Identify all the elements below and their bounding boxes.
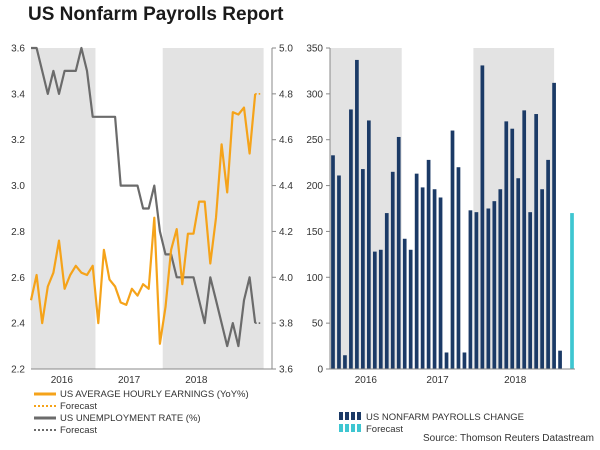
bar-x-tick-label: 2016: [355, 375, 378, 386]
payroll-bar: [420, 187, 425, 369]
left-y-tick-label: 3.6: [11, 44, 25, 55]
payroll-bar: [522, 110, 527, 369]
payroll-bar: [444, 352, 449, 369]
payroll-bar: [337, 175, 341, 369]
payroll-bar: [402, 238, 407, 369]
left-x-tick-label: 2017: [118, 375, 141, 386]
payroll-bar: [546, 159, 550, 369]
payroll-bar: [492, 201, 497, 369]
right-y-tick-label: 4.2: [279, 227, 293, 238]
bar-y-tick-label: 250: [306, 135, 323, 146]
legend-label: US NONFARM PAYROLLS CHANGE: [366, 412, 524, 423]
payroll-bar: [504, 121, 509, 369]
right-y-tick-label: 4.0: [279, 273, 293, 284]
legend-label: US UNEMPLOYMENT RATE (%): [60, 413, 201, 424]
payroll-bar: [462, 352, 467, 369]
legend-label: Forecast: [60, 425, 97, 436]
right-y-tick-label: 5.0: [279, 44, 293, 55]
payroll-bar: [486, 208, 491, 369]
payroll-bar: [426, 159, 431, 369]
legend-swatch: [351, 424, 355, 432]
payroll-bar: [384, 213, 389, 369]
payroll-bar: [378, 249, 383, 369]
payroll-bar: [349, 109, 353, 369]
left-x-tick-label: 2016: [51, 375, 74, 386]
payroll-bar: [456, 167, 461, 369]
bar-x-tick-label: 2017: [426, 375, 449, 386]
left-y-tick-label: 3.2: [11, 135, 25, 146]
legend-swatch: [357, 412, 361, 420]
payroll-bar: [510, 128, 515, 369]
legend-swatch: [345, 412, 349, 420]
bar-y-tick-label: 50: [312, 319, 324, 330]
right-y-tick-label: 3.8: [279, 319, 293, 330]
bar-y-tick-label: 150: [306, 227, 323, 238]
payroll-bar: [558, 350, 562, 369]
payroll-bar: [331, 155, 335, 369]
payroll-bar: [343, 355, 347, 369]
shaded-band-2018: [162, 48, 264, 369]
right-y-tick-label: 4.8: [279, 89, 293, 100]
payroll-bar: [540, 189, 544, 369]
bar-x-tick-label: 2018: [504, 375, 527, 386]
left-y-tick-label: 3.0: [11, 181, 25, 192]
right-y-tick-label: 3.6: [279, 365, 293, 376]
bar-y-tick-label: 350: [306, 44, 323, 55]
series-line: [29, 93, 257, 345]
payroll-bar: [534, 114, 539, 369]
payroll-bar: [361, 169, 365, 369]
payroll-bar: [355, 59, 359, 370]
payroll-bar: [408, 249, 413, 369]
left-chart: 2.2 2.4 2.6 2.8 3.0 3.2 3.4 3.6 3.6 3.8 4.0 4.2 4.4 4…: [11, 44, 293, 437]
payroll-bar: [498, 189, 503, 369]
left-y-tick-label: 3.4: [11, 89, 25, 100]
payroll-bar: [396, 136, 401, 369]
source-note: Source: Thomson Reuters Datastream: [422, 433, 594, 444]
shaded-band-2016: [330, 48, 402, 369]
bar-y-tick-label: 300: [306, 89, 323, 100]
legend-swatch: [357, 424, 361, 432]
payroll-bar: [552, 82, 556, 369]
right-y-tick-label: 4.4: [279, 181, 293, 192]
legend-swatch: [339, 412, 343, 420]
legend-swatch: [339, 424, 343, 432]
payroll-bar: [414, 173, 419, 369]
right-y-tick-label: 4.6: [279, 135, 293, 146]
legend-label: US AVERAGE HOURLY EARNINGS (YoY%): [60, 389, 249, 400]
legend-swatch: [345, 424, 349, 432]
legend-swatch: [351, 412, 355, 420]
payroll-bar: [366, 120, 371, 369]
payroll-bar: [432, 189, 437, 369]
payroll-bar: [468, 210, 473, 369]
payroll-bar: [528, 212, 533, 369]
left-y-tick-label: 2.8: [11, 227, 25, 238]
payroll-bar: [372, 251, 377, 369]
payroll-bar: [450, 130, 455, 369]
payroll-bar: [480, 65, 485, 369]
bar-y-tick-label: 100: [306, 273, 323, 284]
left-y-tick-label: 2.4: [11, 319, 25, 330]
payroll-forecast-bar: [570, 213, 574, 369]
payroll-bar: [438, 197, 443, 369]
series-line: [31, 46, 257, 348]
payroll-bar: [474, 212, 479, 369]
legend-label: Forecast: [60, 401, 97, 412]
bar-y-tick-label: 200: [306, 181, 323, 192]
payroll-bar: [516, 178, 521, 369]
left-y-tick-label: 2.6: [11, 273, 25, 284]
payroll-bar: [390, 171, 395, 369]
left-y-tick-label: 2.2: [11, 365, 25, 376]
left-x-tick-label: 2018: [185, 375, 208, 386]
chart-title: US Nonfarm Payrolls Report: [28, 4, 284, 25]
bar-y-tick-label: 0: [317, 365, 323, 376]
legend-label: Forecast: [366, 424, 403, 435]
